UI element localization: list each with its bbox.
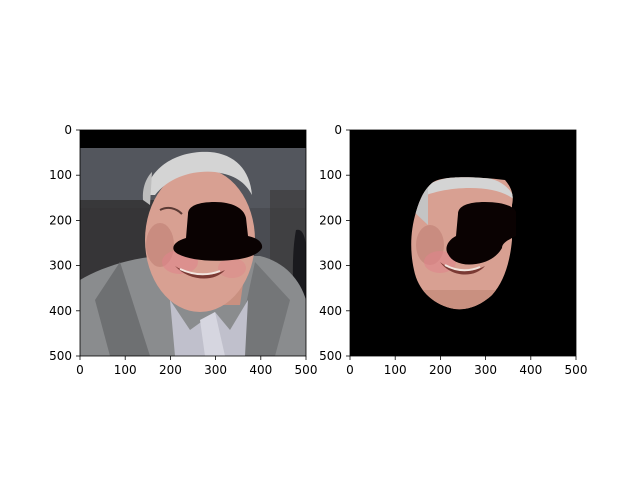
y-tick-label: 200 [319, 213, 342, 227]
y-tick-label: 500 [319, 349, 342, 363]
y-tick-label: 400 [49, 304, 72, 318]
x-tick-label: 100 [114, 363, 137, 377]
x-tick-label: 300 [204, 363, 227, 377]
x-tick-label: 400 [249, 363, 272, 377]
axes-layer: 0 100 200 300 400 500 0 100 200 300 400 500 0 100 200 3… [49, 123, 587, 377]
y-tick-label: 100 [49, 168, 72, 182]
original-image-panel [79, 129, 307, 357]
y-tick-label: 200 [49, 213, 72, 227]
y-tick-label: 400 [319, 304, 342, 318]
original-photo [80, 130, 306, 356]
y-tick-label: 0 [334, 123, 342, 137]
x-tick-label: 200 [159, 363, 182, 377]
masked-face-panel [349, 129, 577, 357]
axes-masked-face-panel: 0 100 200 300 400 500 0 100 200 300 400 500 [319, 123, 587, 377]
x-tick-label: 500 [295, 363, 318, 377]
x-tick-label: 400 [519, 363, 542, 377]
x-tick-label: 100 [384, 363, 407, 377]
x-tick-label: 0 [346, 363, 354, 377]
y-tick-label: 500 [49, 349, 72, 363]
y-tick-label: 0 [64, 123, 72, 137]
y-tick-label: 100 [319, 168, 342, 182]
x-tick-label: 200 [429, 363, 452, 377]
axes-original-image-panel: 0 100 200 300 400 500 0 100 200 300 400 500 [49, 123, 317, 377]
y-tick-label: 300 [49, 259, 72, 273]
occlusion-shape [173, 202, 263, 261]
x-tick-label: 0 [76, 363, 84, 377]
x-tick-label: 500 [565, 363, 588, 377]
occlusion-shape-right [446, 202, 516, 265]
x-tick-label: 300 [474, 363, 497, 377]
y-tick-label: 300 [319, 259, 342, 273]
masked-face-image [350, 130, 576, 356]
